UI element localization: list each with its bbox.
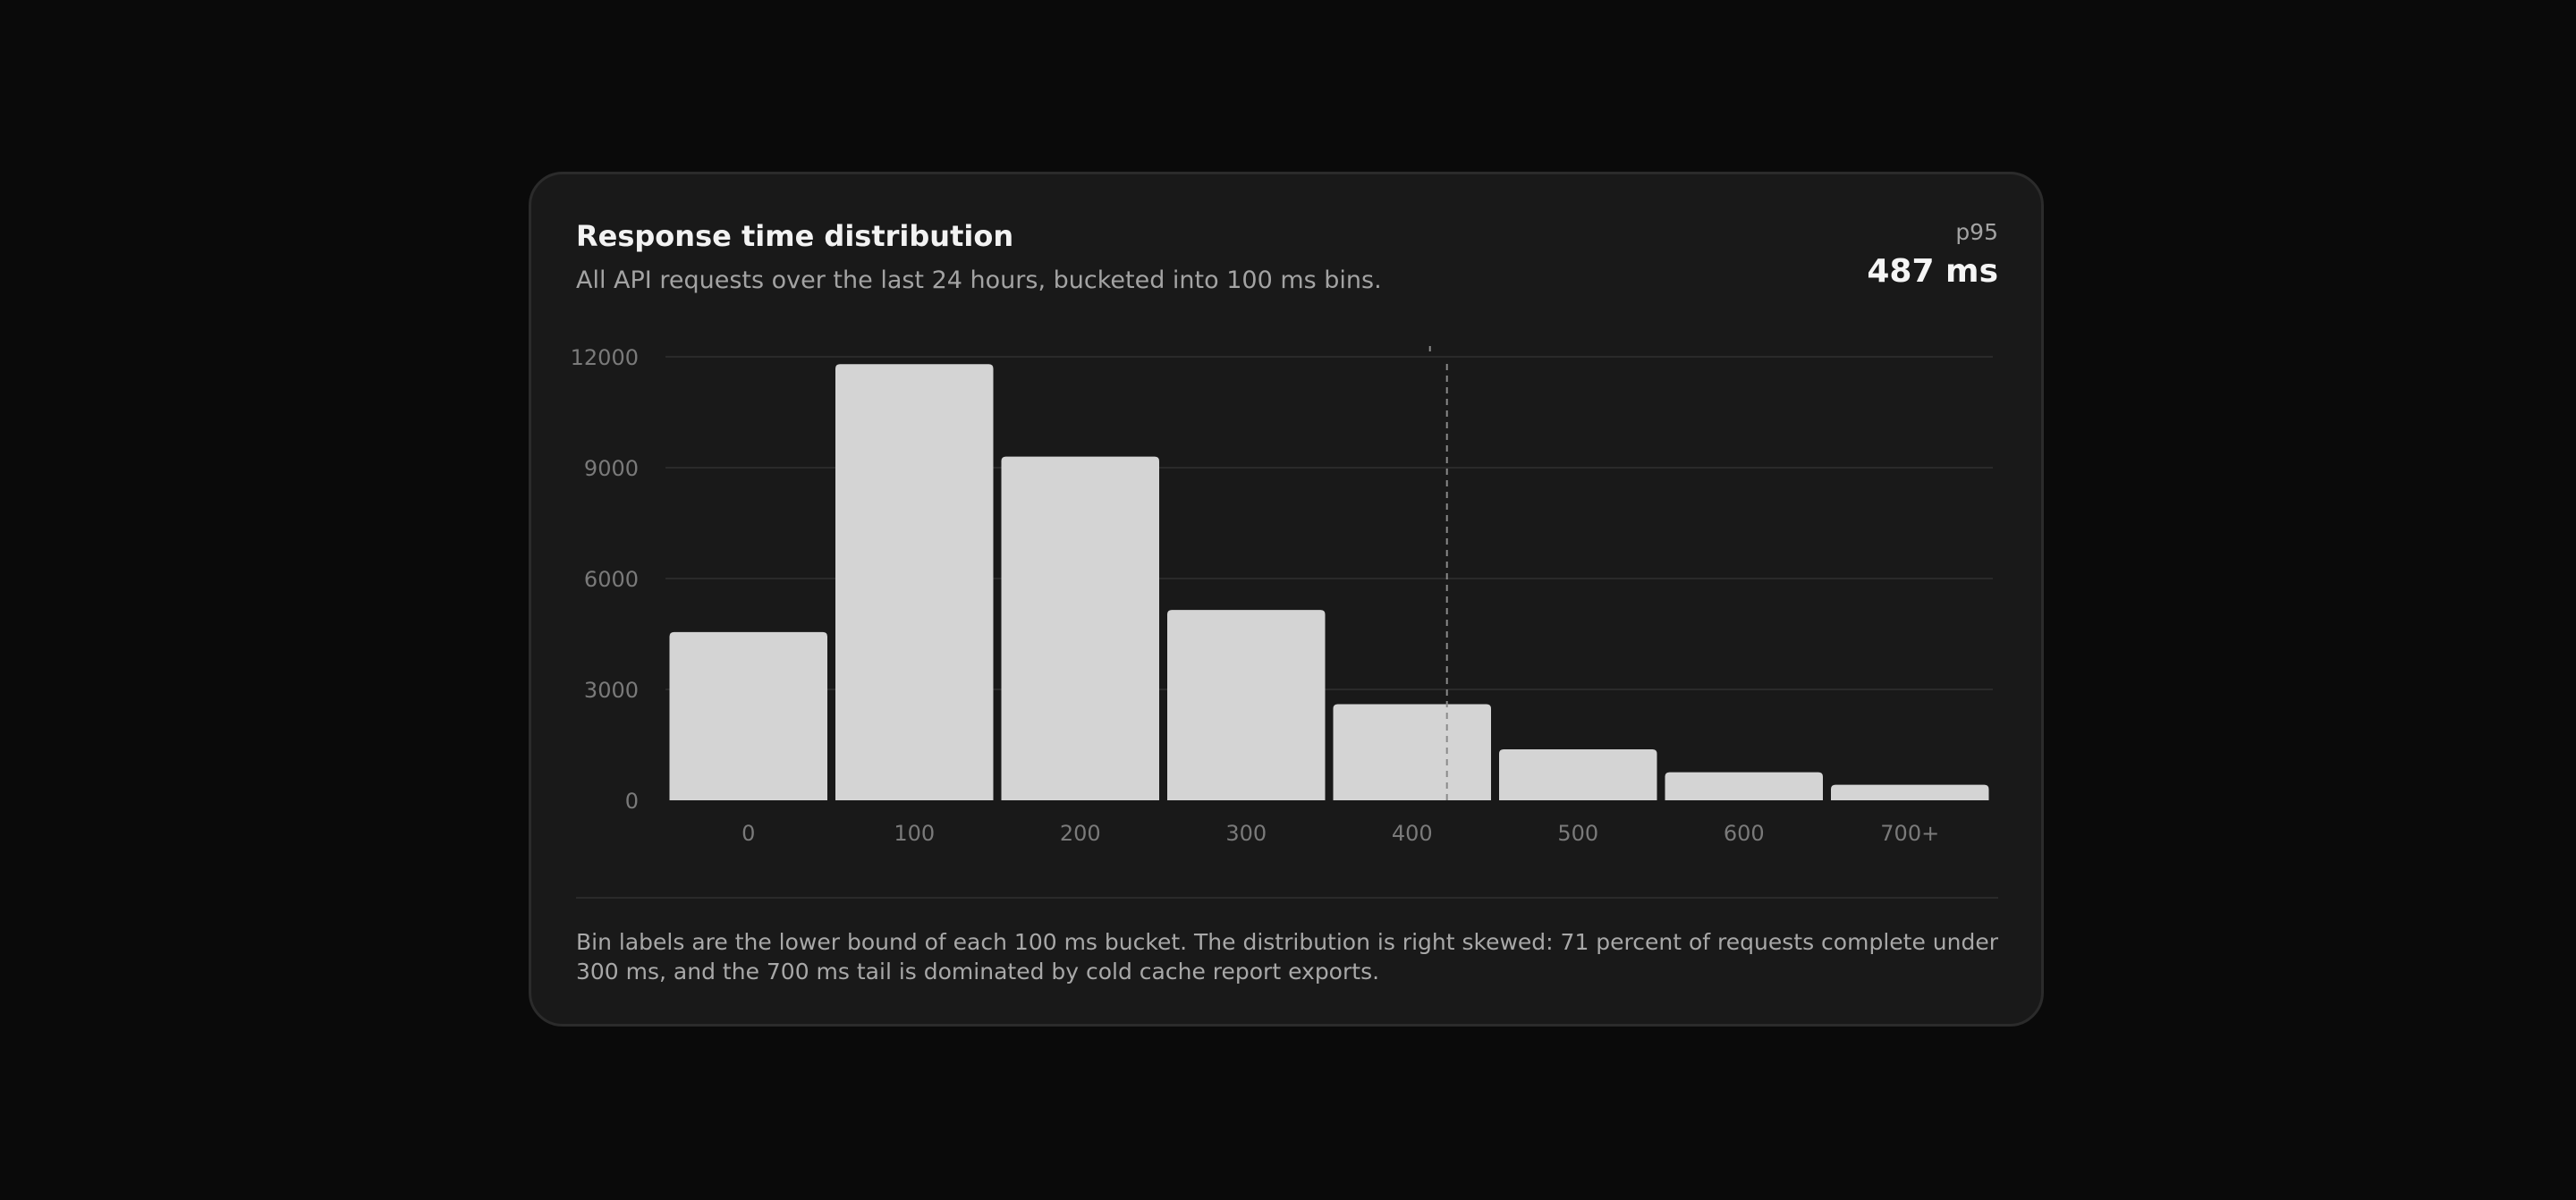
chart-footnote: Bin labels are the lower bound of each 1… <box>576 929 1998 985</box>
x-tick-label: 400 <box>1392 821 1433 846</box>
y-tick-label: 6000 <box>584 567 639 592</box>
chart-card: Response time distribution All API reque… <box>529 172 2044 1027</box>
x-tick-label: 100 <box>894 821 935 846</box>
y-tick-label: 12000 <box>571 345 639 370</box>
histogram-chart: 0 3000 6000 9000 12000 0 100 200 300 400 500 600 700… <box>571 345 1993 846</box>
x-tick-label: 0 <box>741 821 755 846</box>
x-tick-label: 200 <box>1060 821 1101 846</box>
chart-subtitle: All API requests over the last 24 hours,… <box>576 266 1382 294</box>
histogram-bar <box>1831 784 1989 800</box>
y-tick-label: 0 <box>625 789 639 814</box>
y-tick-label: 3000 <box>584 678 639 703</box>
histogram-bar <box>1665 772 1823 800</box>
x-tick-label: 700+ <box>1880 821 1939 846</box>
y-tick-label: 9000 <box>584 456 639 481</box>
p95-value: 487 ms <box>1867 253 1998 290</box>
histogram-bar <box>1499 748 1657 800</box>
histogram-bar <box>1333 704 1491 800</box>
histogram-bar <box>669 631 827 800</box>
x-tick-label: 500 <box>1557 821 1598 846</box>
p95-label: p95 <box>1955 219 1998 245</box>
histogram-bar <box>1001 456 1159 800</box>
chart-title: Response time distribution <box>576 219 1014 253</box>
x-tick-label: 300 <box>1225 821 1267 846</box>
histogram-bar <box>1167 610 1326 800</box>
x-tick-label: 600 <box>1724 821 1765 846</box>
histogram-bar <box>835 364 994 800</box>
footnote-divider <box>576 897 1998 899</box>
